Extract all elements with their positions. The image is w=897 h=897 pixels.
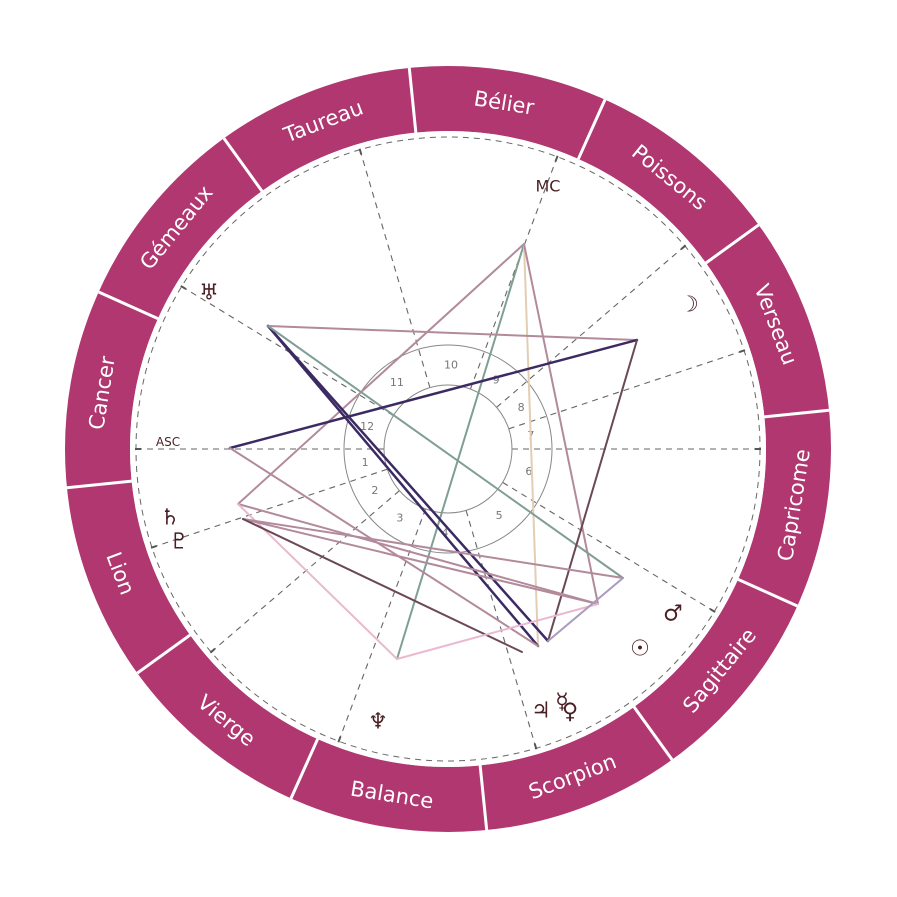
cusp-tick	[709, 608, 716, 613]
asc-label: ASC	[156, 435, 180, 449]
sign-divider	[222, 137, 264, 192]
aspect-line-moon-asc	[228, 338, 639, 450]
cusp-tick	[533, 743, 538, 750]
cusp-tick	[738, 349, 746, 354]
house-number-11: 11	[390, 376, 404, 389]
house-cusp-2	[151, 468, 388, 549]
aspect-lines	[228, 243, 639, 660]
house-number-6: 6	[525, 465, 532, 478]
chart-inner-disc	[130, 131, 766, 767]
aspect-line-mercury-mars	[547, 577, 624, 642]
sign-divider	[289, 738, 320, 799]
aspect-line-pluto-mars	[242, 518, 624, 579]
aspect-line-uranus-moon	[267, 325, 638, 341]
sign-divider	[478, 765, 489, 831]
sign-divider	[764, 408, 830, 419]
saturn-icon: ♄	[160, 506, 180, 531]
sign-divider	[632, 706, 674, 761]
mercury-icon: ☿	[555, 690, 569, 715]
house-cusp-11	[359, 149, 431, 388]
sign-divider	[136, 633, 191, 675]
aspect-line-pluto-sun	[242, 518, 599, 605]
sign-divider	[407, 67, 418, 133]
house-number-1: 1	[362, 456, 369, 469]
moon-icon: ☽	[679, 293, 699, 318]
aspect-line-saturn-sun	[237, 503, 599, 605]
uranus-icon: ♅	[199, 281, 219, 306]
house-outer-circle	[343, 344, 553, 554]
aspect-line-uranus-mars	[267, 325, 624, 579]
neptune-icon: ♆	[368, 710, 388, 735]
sign-divider	[705, 223, 760, 265]
venus-icon: ♀	[562, 700, 578, 725]
aspect-line-neptune-sun	[396, 603, 599, 660]
house-cusp-10	[469, 156, 558, 390]
aspect-line-moon-mercury	[547, 339, 638, 642]
cusp-tick	[358, 148, 363, 155]
aspect-line-uranus-jupiter	[266, 324, 540, 648]
aspect-line-asc-jupiter	[229, 447, 539, 647]
house-number-10: 10	[444, 359, 458, 372]
cusp-tick	[680, 244, 687, 250]
house-cusp-3	[210, 490, 400, 653]
mc-label: MC	[536, 177, 561, 196]
house-cusp-9	[496, 245, 686, 408]
sun-icon: ☉	[630, 637, 650, 662]
house-number-8: 8	[518, 401, 525, 414]
house-number-2: 2	[371, 484, 378, 497]
planet-glyphs: ♅ ☽ ♄♇ ♆ ♃ ☿♀ ☉ ♂	[160, 281, 699, 735]
chart-labels: ASC MC	[156, 177, 561, 450]
house-number-12: 12	[360, 420, 374, 433]
house-number-4: 4	[441, 526, 448, 539]
jupiter-icon: ♃	[531, 699, 551, 724]
cusp-tick	[180, 285, 187, 290]
house-cusp-5	[465, 510, 537, 749]
house-number-ring: 123456789101112	[343, 344, 553, 554]
house-inner-circle	[383, 384, 513, 514]
aspect-line-uranus-mercury	[266, 324, 550, 643]
zodiac-ring-band	[65, 66, 831, 832]
sign-divider	[737, 577, 798, 608]
sign-divider	[576, 99, 607, 160]
aspect-line-pluto-venus	[242, 518, 523, 653]
house-number-5: 5	[496, 509, 503, 522]
cusp-tick	[150, 544, 158, 549]
sign-divider	[98, 290, 159, 321]
house-cusp-8	[508, 349, 745, 430]
sign-divider	[66, 479, 132, 490]
cusp-tick	[554, 155, 559, 162]
house-cusp-6	[502, 481, 715, 613]
house-cusp-4	[338, 508, 427, 742]
aspect-line-mc-jupiter	[523, 243, 539, 647]
house-number-9: 9	[493, 374, 500, 387]
mars-icon: ♂	[663, 602, 683, 627]
cusp-tick	[337, 736, 342, 743]
pluto-icon: ♇	[169, 530, 189, 555]
aspect-line-mc-saturn	[237, 243, 525, 505]
aspect-line-mc-sun	[523, 243, 599, 605]
cusp-tick	[209, 648, 216, 654]
house-number-3: 3	[396, 511, 403, 524]
aspect-line-mc-neptune	[396, 243, 525, 660]
